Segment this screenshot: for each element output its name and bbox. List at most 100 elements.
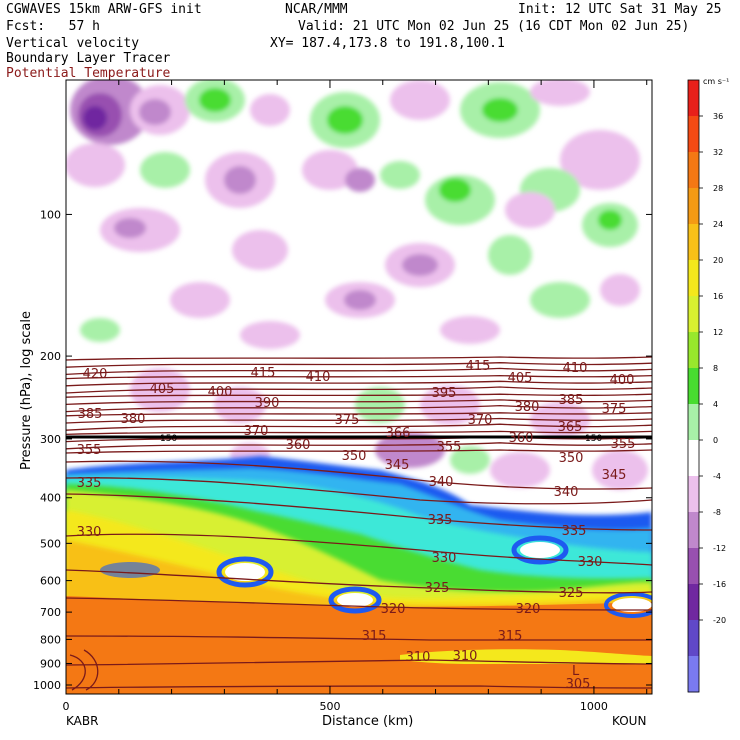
theta-label: 385 — [559, 393, 584, 408]
theta-contour — [66, 597, 652, 611]
theta-label: 405 — [508, 371, 533, 386]
theta-contour — [66, 374, 652, 380]
y-tick-label: 400 — [40, 492, 61, 505]
colorbar-swatch — [688, 368, 699, 405]
colorbar-swatch — [688, 296, 699, 333]
theta-contour — [66, 442, 652, 450]
theta-label: 400 — [610, 373, 635, 388]
theta-label: 365 — [558, 420, 583, 435]
theta-labels: 420 415 410 415 410 405 400 405 400 395 390 385 380 3… — [77, 359, 636, 692]
header-org: NCAR/MMM — [285, 2, 348, 17]
colorbar-label: -8 — [713, 508, 721, 517]
colorbar-swatch — [688, 152, 699, 189]
theta-contour — [66, 423, 652, 431]
colorbar-swatch — [688, 584, 699, 621]
theta-label: 350 — [559, 451, 584, 466]
y-axis-label: Pressure (hPa), log scale — [19, 311, 34, 470]
theta-label: 380 — [515, 400, 540, 415]
theta-label: 345 — [602, 468, 627, 483]
theta-label: 315 — [498, 629, 523, 644]
y-tick-label: 600 — [40, 575, 61, 588]
theta-label: 355 — [611, 437, 636, 452]
theta-label: 375 — [602, 402, 627, 417]
theta-contour — [83, 649, 99, 691]
plot-area: 150 150 420 415 410 415 410 405 400 405 400 395 39… — [66, 80, 652, 694]
colorbar-label: 32 — [713, 148, 723, 157]
theta-contour — [66, 367, 652, 376]
header-field2: Boundary Layer Tracer — [6, 51, 171, 66]
colorbar-swatch — [688, 656, 699, 693]
theta-contour — [66, 635, 652, 641]
theta-contour — [66, 393, 652, 398]
theta-label: 366 — [386, 426, 411, 441]
x-tick-label: 1000 — [580, 700, 608, 713]
y-axis-ticks — [66, 213, 652, 686]
colorbar-swatch — [688, 188, 699, 225]
colorbar-label: 28 — [713, 184, 723, 193]
x-tick-label: 0 — [63, 700, 70, 713]
colorbar-swatch — [688, 440, 699, 477]
theta-contour — [66, 404, 652, 413]
low-marker: L — [572, 664, 580, 679]
theta-contour — [66, 356, 652, 361]
colorbar-label: -16 — [713, 580, 726, 589]
y-tick-label: 500 — [40, 537, 61, 550]
theta-label: 410 — [306, 370, 331, 385]
colorbar-label: -12 — [713, 544, 726, 553]
theta-label: 360 — [286, 438, 311, 453]
colorbar-label: 4 — [713, 400, 718, 409]
header-fcst: Fcst: 57 h — [6, 19, 100, 34]
colorbar: 36 32 28 24 20 16 12 8 4 0 -4 -8 -12 -16 -20 — [687, 79, 726, 693]
y-tick-label: 300 — [40, 433, 61, 446]
theta-label: 390 — [255, 396, 280, 411]
x-tick-label: 500 — [319, 700, 340, 713]
theta-label: 400 — [208, 385, 233, 400]
theta-contour — [66, 460, 652, 490]
left-station-label: KABR — [66, 714, 98, 728]
colorbar-label: 36 — [713, 112, 723, 121]
theta-label: 320 — [516, 602, 541, 617]
theta-label: 405 — [150, 382, 175, 397]
colorbar-swatch — [688, 476, 699, 513]
colorbar-frame — [687, 79, 700, 693]
theta-label: 310 — [453, 649, 478, 664]
theta-contour — [66, 449, 652, 454]
x-axis-label: Distance (km) — [322, 714, 413, 729]
y-tick-label: 700 — [40, 606, 61, 619]
theta-contour — [66, 417, 652, 424]
header-valid: Valid: 21 UTC Mon 02 Jun 25 (16 CDT Mon … — [298, 19, 690, 34]
theta-contours — [66, 356, 652, 691]
colorbar-label: -4 — [713, 472, 721, 481]
x-axis-tick-labels: 0 500 1000 — [63, 700, 608, 713]
theta-contour — [66, 569, 652, 594]
theta-label: 345 — [385, 458, 410, 473]
theta-label: 330 — [432, 551, 457, 566]
colorbar-label: 20 — [713, 256, 723, 265]
theta-label: 325 — [559, 586, 584, 601]
colorbar-swatch — [688, 404, 699, 441]
colorbar-swatch — [688, 224, 699, 261]
theta-contour — [66, 380, 652, 387]
theta-label: 340 — [554, 485, 579, 500]
colorbar-swatch — [688, 620, 699, 657]
x-axis-ticks — [65, 80, 648, 694]
theta-label: 335 — [428, 513, 453, 528]
theta-label: 355 — [437, 440, 462, 455]
theta-label: 370 — [244, 424, 269, 439]
theta-label: 340 — [429, 475, 454, 490]
theta-label: 410 — [563, 361, 588, 376]
theta-label: 385 — [78, 407, 103, 422]
theta-label: 375 — [335, 413, 360, 428]
y-tick-label: 200 — [40, 350, 61, 363]
colorbar-label: -20 — [713, 616, 726, 625]
theta-label: 330 — [77, 525, 102, 540]
theta-contour — [66, 493, 652, 531]
colorbar-label: 0 — [713, 436, 718, 445]
y-tick-label: 100 — [40, 208, 61, 221]
colorbar-swatch — [688, 116, 699, 153]
header-xy: XY= 187.4,173.8 to 191.8,100.1 — [270, 36, 505, 51]
theta-contour — [66, 386, 652, 394]
y-tick-label: 800 — [40, 633, 61, 646]
theta-contour — [69, 654, 86, 691]
